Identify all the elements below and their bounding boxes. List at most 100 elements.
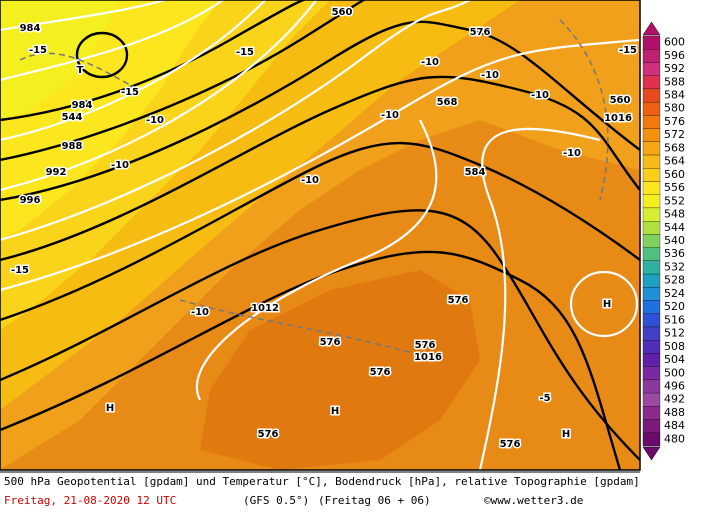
legend-swatch <box>642 366 661 381</box>
legend-swatch <box>642 62 661 76</box>
legend-label: 492 <box>664 393 685 406</box>
legend-swatch <box>642 247 661 261</box>
legend-swatch <box>642 88 661 103</box>
legend-label: 504 <box>664 353 685 366</box>
legend-label: 584 <box>664 89 685 102</box>
legend-arrow-bottom <box>642 446 661 461</box>
map-label: 584 <box>465 167 486 178</box>
legend-swatch <box>642 379 661 394</box>
map-label: 576 <box>448 295 469 306</box>
footer-copyright: ©www.wetter3.de <box>484 494 583 507</box>
legend-label: 580 <box>664 102 685 115</box>
legend-swatch <box>642 168 661 182</box>
legend-label: 576 <box>664 115 685 128</box>
footer-description: 500 hPa Geopotential [gpdam] und Tempera… <box>4 475 640 488</box>
map-label: 988 <box>62 141 83 152</box>
map-label: 568 <box>437 97 458 108</box>
legend-label: 508 <box>664 340 685 353</box>
legend-label: 592 <box>664 62 685 75</box>
map-label: -15 <box>619 45 637 56</box>
map-label: -5 <box>539 393 550 404</box>
footer-date: Freitag, 21-08-2020 12 UTC <box>4 494 176 507</box>
legend-label: 540 <box>664 234 685 247</box>
legend-label: 536 <box>664 247 685 260</box>
legend-swatch <box>642 313 661 328</box>
map-label: 1012 <box>251 303 279 314</box>
legend-swatch <box>642 141 661 156</box>
map-label: -10 <box>301 175 319 186</box>
map: 984-15T-15-15544984988992996-10-10-10-10… <box>0 0 641 471</box>
footer-model: (GFS 0.5°) <box>243 494 309 507</box>
legend-label: 512 <box>664 327 685 340</box>
map-label: 576 <box>370 367 391 378</box>
map-label: H <box>562 429 570 440</box>
map-label: -10 <box>191 307 209 318</box>
map-label: 1016 <box>414 352 442 363</box>
map-label: 576 <box>415 340 436 351</box>
map-label: -10 <box>111 160 129 171</box>
legend-swatch <box>642 300 661 314</box>
legend-label: 500 <box>664 366 685 379</box>
legend-label: 520 <box>664 300 685 313</box>
legend-swatch <box>642 432 661 447</box>
legend-label: 532 <box>664 260 685 273</box>
legend-label: 564 <box>664 155 685 168</box>
pressure-contours <box>19 19 609 356</box>
map-label: -15 <box>29 45 47 56</box>
legend-label: 572 <box>664 128 685 141</box>
legend-label: 588 <box>664 75 685 88</box>
legend-swatch <box>642 392 661 407</box>
map-label: 1016 <box>604 113 632 124</box>
map-label: 544 <box>62 112 83 123</box>
legend-swatch <box>642 234 661 248</box>
legend-swatch <box>642 406 661 420</box>
legend-arrow-top <box>642 21 661 36</box>
legend-swatch <box>642 35 661 50</box>
legend-label: 524 <box>664 287 685 300</box>
map-label: 576 <box>470 27 491 38</box>
legend-swatch <box>642 287 661 301</box>
legend-swatch <box>642 353 661 367</box>
map-label: 576 <box>500 439 521 450</box>
map-label: -10 <box>146 115 164 126</box>
legend-label: 488 <box>664 406 685 419</box>
legend-label: 516 <box>664 313 685 326</box>
map-label: 576 <box>320 337 341 348</box>
legend-swatch <box>642 207 661 222</box>
coldest-region <box>0 0 120 120</box>
map-label: -15 <box>121 87 139 98</box>
legend: 6005965925885845805765725685645605565525… <box>642 21 685 461</box>
legend-swatch <box>642 419 661 433</box>
legend-swatch <box>642 273 661 288</box>
map-label: 992 <box>46 167 67 178</box>
geopotential-contours <box>0 0 641 471</box>
hot-region <box>200 270 480 470</box>
legend-label: 496 <box>664 379 685 392</box>
map-labels: 984-15T-15-15544984988992996-10-10-10-10… <box>9 6 638 452</box>
map-label: 984 <box>20 23 41 34</box>
legend-label: 596 <box>664 49 685 62</box>
map-label: -15 <box>236 47 254 58</box>
legend-swatch <box>642 128 661 142</box>
legend-label: 552 <box>664 194 685 207</box>
map-label: H <box>331 406 339 417</box>
legend-swatch <box>642 115 661 129</box>
footer-run: (Freitag 06 + 06) <box>318 494 431 507</box>
map-label: -10 <box>381 110 399 121</box>
legend-swatch <box>642 340 661 354</box>
legend-label: 556 <box>664 181 685 194</box>
legend-swatch <box>642 154 661 169</box>
map-label: -10 <box>531 90 549 101</box>
legend-label: 548 <box>664 208 685 221</box>
map-label: H <box>603 299 611 310</box>
legend-swatch <box>642 75 661 90</box>
legend-label: 484 <box>664 419 685 432</box>
map-label: -10 <box>421 57 439 68</box>
map-label: 560 <box>610 95 631 106</box>
legend-label: 480 <box>664 432 685 445</box>
map-label: H <box>106 403 114 414</box>
legend-label: 528 <box>664 274 685 287</box>
map-frame <box>0 0 641 471</box>
legend-swatch <box>642 49 661 63</box>
